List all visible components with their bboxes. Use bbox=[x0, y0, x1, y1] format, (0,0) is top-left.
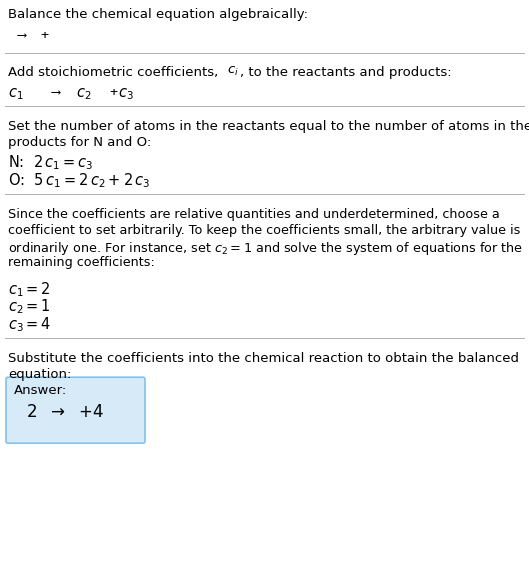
Text: Answer:: Answer: bbox=[14, 384, 67, 397]
Text: Add stoichiometric coefficients,: Add stoichiometric coefficients, bbox=[8, 66, 223, 79]
Text: $c_2 = 1$: $c_2 = 1$ bbox=[8, 298, 51, 316]
Text: , to the reactants and products:: , to the reactants and products: bbox=[240, 66, 452, 79]
Text: remaining coefficients:: remaining coefficients: bbox=[8, 256, 155, 269]
Text: $c_1 = 2$: $c_1 = 2$ bbox=[8, 280, 51, 299]
FancyBboxPatch shape bbox=[6, 377, 145, 443]
Text: products for N and O:: products for N and O: bbox=[8, 136, 151, 149]
Text: Substitute the coefficients into the chemical reaction to obtain the balanced: Substitute the coefficients into the che… bbox=[8, 352, 519, 365]
Text: $c_3 = 4$: $c_3 = 4$ bbox=[8, 315, 51, 334]
Text: ordinarily one. For instance, set $c_2 = 1$ and solve the system of equations fo: ordinarily one. For instance, set $c_2 =… bbox=[8, 240, 523, 257]
Text: Balance the chemical equation algebraically:: Balance the chemical equation algebraica… bbox=[8, 8, 308, 21]
Text: Set the number of atoms in the reactants equal to the number of atoms in the: Set the number of atoms in the reactants… bbox=[8, 120, 529, 133]
Text: +: + bbox=[102, 86, 118, 100]
Text: coefficient to set arbitrarily. To keep the coefficients small, the arbitrary va: coefficient to set arbitrarily. To keep … bbox=[8, 224, 521, 237]
Text: $c_2$: $c_2$ bbox=[76, 86, 92, 102]
Text: Since the coefficients are relative quantities and underdetermined, choose a: Since the coefficients are relative quan… bbox=[8, 208, 500, 221]
Text: $c_3$: $c_3$ bbox=[118, 86, 134, 102]
Text: O:  $5\,c_1 = 2\,c_2 + 2\,c_3$: O: $5\,c_1 = 2\,c_2 + 2\,c_3$ bbox=[8, 171, 150, 190]
Text: 2  $\rightarrow$  +4: 2 $\rightarrow$ +4 bbox=[26, 403, 104, 421]
Text: $c_i$: $c_i$ bbox=[227, 65, 239, 78]
Text: N:  $2\,c_1 = c_3$: N: $2\,c_1 = c_3$ bbox=[8, 154, 94, 172]
Text: $c_1$: $c_1$ bbox=[8, 86, 24, 102]
Text: ⟶  +: ⟶ + bbox=[18, 29, 50, 42]
Text: ⟶: ⟶ bbox=[36, 86, 60, 100]
Text: equation:: equation: bbox=[8, 368, 71, 381]
